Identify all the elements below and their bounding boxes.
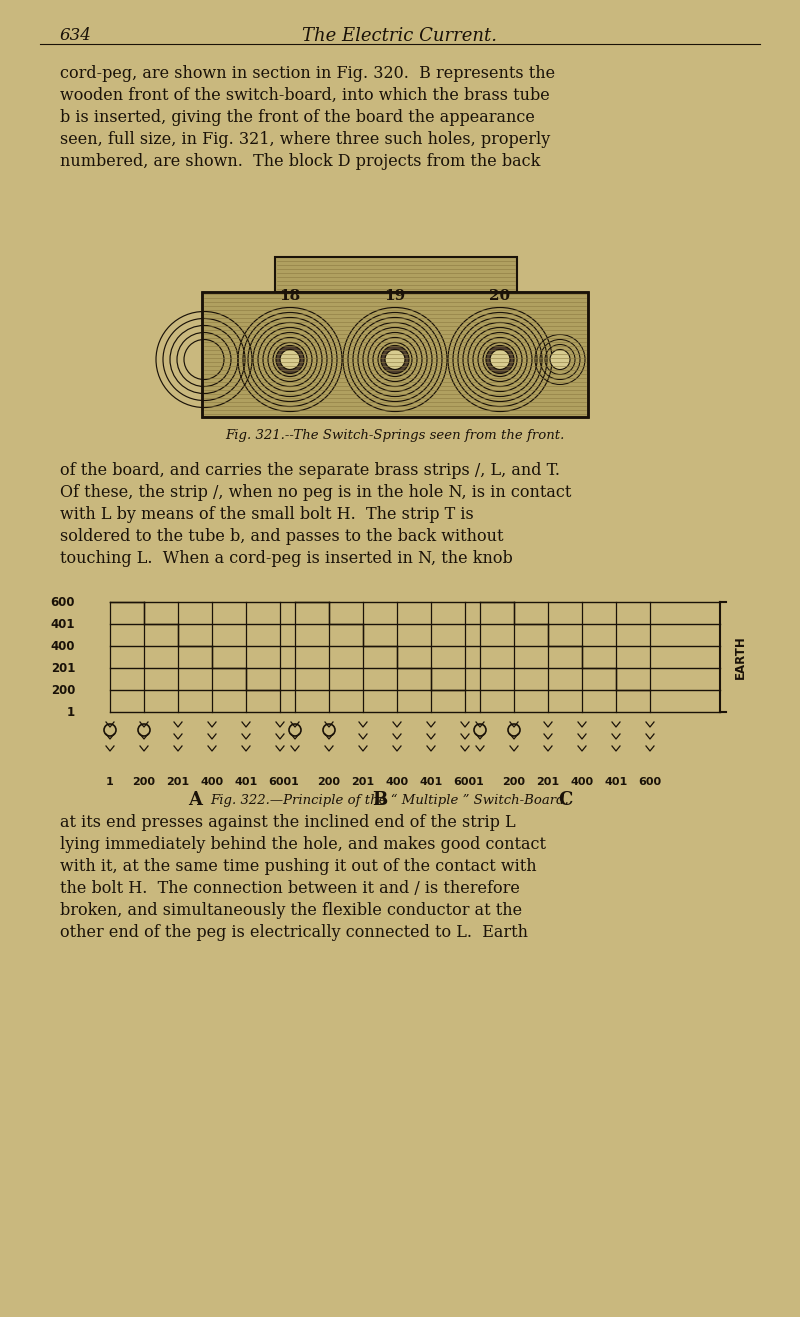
Text: numbered, are shown.  The block D projects from the back: numbered, are shown. The block D project… [60,153,540,170]
Circle shape [385,349,405,370]
Text: 200: 200 [502,777,526,788]
Text: 401: 401 [234,777,258,788]
Circle shape [381,345,409,374]
Text: 201: 201 [537,777,559,788]
Text: 201: 201 [50,661,75,674]
Bar [275,257,517,292]
Text: 400: 400 [386,777,409,788]
Circle shape [550,349,570,370]
Text: 1: 1 [106,777,114,788]
Text: The Electric Current.: The Electric Current. [302,28,498,45]
Text: EARTH: EARTH [734,635,746,678]
Text: 634: 634 [60,28,92,43]
Text: C: C [558,792,572,809]
Text: 400: 400 [201,777,223,788]
Text: seen, full size, in Fig. 321, where three such holes, properly: seen, full size, in Fig. 321, where thre… [60,130,550,148]
Circle shape [474,724,486,736]
Text: wooden front of the switch-board, into which the brass tube: wooden front of the switch-board, into w… [60,87,550,104]
Circle shape [104,724,116,736]
Circle shape [280,349,300,370]
Text: 600: 600 [50,595,75,608]
Text: 400: 400 [50,640,75,652]
Text: 401: 401 [604,777,628,788]
Circle shape [323,724,335,736]
Text: Fig. 321.--The Switch-Springs seen from the front.: Fig. 321.--The Switch-Springs seen from … [226,429,565,443]
Text: 201: 201 [166,777,190,788]
Text: soldered to the tube b, and passes to the back without: soldered to the tube b, and passes to th… [60,528,503,545]
Text: other end of the peg is electrically connected to L.  Earth: other end of the peg is electrically con… [60,925,528,942]
Circle shape [276,345,304,374]
Text: 401: 401 [50,618,75,631]
Text: 600: 600 [638,777,662,788]
Text: Of these, the strip /, when no peg is in the hole N, is in contact: Of these, the strip /, when no peg is in… [60,485,571,500]
Text: the bolt H.  The connection between it and / is therefore: the bolt H. The connection between it an… [60,880,520,897]
Text: broken, and simultaneously the flexible conductor at the: broken, and simultaneously the flexible … [60,902,522,919]
Text: touching L.  When a cord-peg is inserted in N, the knob: touching L. When a cord-peg is inserted … [60,551,513,568]
Circle shape [289,724,301,736]
Text: 201: 201 [351,777,374,788]
Circle shape [508,724,520,736]
Text: with L by means of the small bolt H.  The strip T is: with L by means of the small bolt H. The… [60,506,474,523]
Bar [202,292,588,417]
Text: 19: 19 [384,288,406,303]
Text: with it, at the same time pushing it out of the contact with: with it, at the same time pushing it out… [60,857,537,874]
Text: 200: 200 [50,684,75,697]
Text: 18: 18 [279,288,301,303]
Text: 600: 600 [269,777,291,788]
Text: 200: 200 [133,777,155,788]
Text: B: B [372,792,388,809]
Text: 401: 401 [419,777,442,788]
Text: of the board, and carries the separate brass strips /, L, and T.: of the board, and carries the separate b… [60,462,560,479]
Text: cord-peg, are shown in section in Fig. 320.  B represents the: cord-peg, are shown in section in Fig. 3… [60,65,555,82]
Text: 200: 200 [318,777,341,788]
Text: 600: 600 [454,777,477,788]
Text: 1: 1 [291,777,299,788]
Text: 20: 20 [490,288,510,303]
Text: lying immediately behind the hole, and makes good contact: lying immediately behind the hole, and m… [60,836,546,853]
Circle shape [138,724,150,736]
Text: 1: 1 [67,706,75,719]
Circle shape [486,345,514,374]
Text: 1: 1 [476,777,484,788]
Text: b is inserted, giving the front of the board the appearance: b is inserted, giving the front of the b… [60,109,535,126]
Bar [202,292,588,417]
Circle shape [490,349,510,370]
Text: 400: 400 [570,777,594,788]
Text: Fig. 322.—Principle of the “ Multiple ” Switch-Board.: Fig. 322.—Principle of the “ Multiple ” … [210,794,570,807]
Text: A: A [188,792,202,809]
Text: at its end presses against the inclined end of the strip L: at its end presses against the inclined … [60,814,516,831]
